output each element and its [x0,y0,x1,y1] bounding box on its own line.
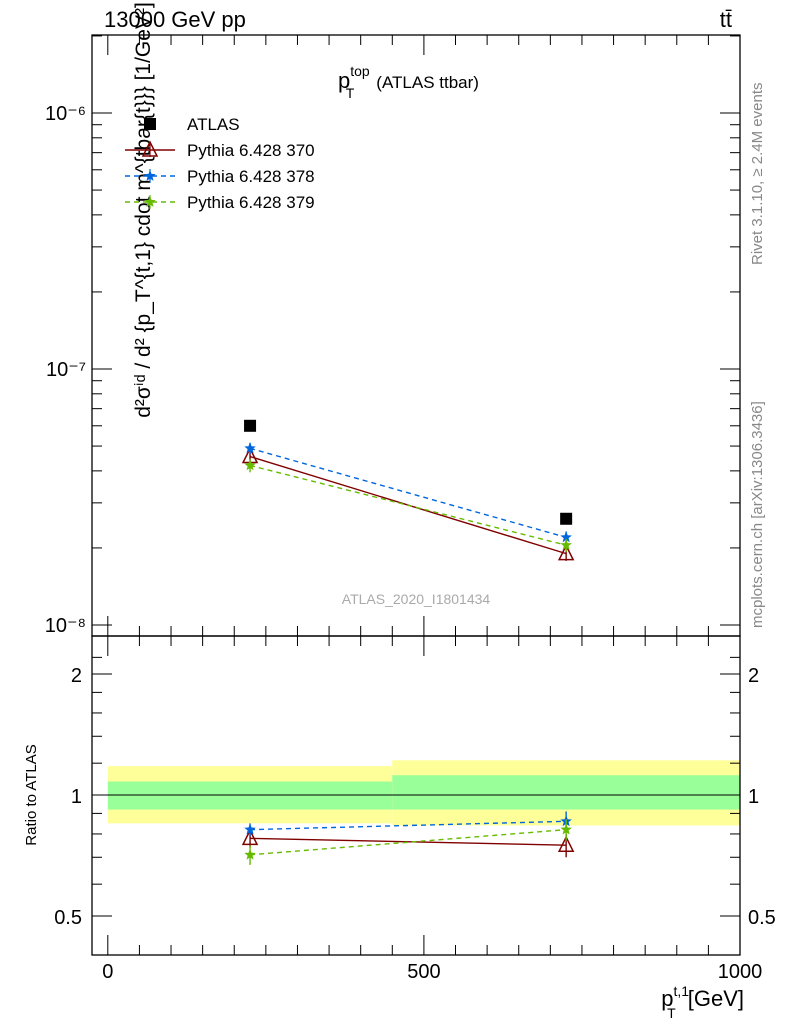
ratio-point-2-1 [560,823,572,835]
main-point-0-1 [560,512,573,525]
ratio-ytick-label: 0.5 [54,907,82,929]
ratio-ytick-label: 1 [71,786,82,808]
ratio-point-1-0 [244,823,256,835]
xtick-label: 500 [407,961,440,983]
legend-marker-1 [141,140,159,157]
legend-label-1: Pythia 6.428 370 [187,141,315,160]
ratio-line-1 [250,820,567,831]
main-series [241,419,575,561]
ratio-ytick-label: 2 [71,665,82,687]
main-point-3-1 [560,539,572,550]
xtick-label: 0 [102,961,113,983]
x-axis-label: pt,1 T [GeV] [661,983,744,1021]
main-point-1-1 [557,543,575,561]
main-ylabel: d²σⁱᵈ / d² {p_T^{t,1} cdot m^{tbar{t}}} … [132,2,155,418]
ratio-ytick-label-right: 2 [748,665,759,687]
ratio-bands [92,760,740,826]
main-ytick-label: 10⁻⁷ [46,359,86,381]
ratio-point-0-1 [557,835,575,852]
legend-label-0: ATLAS [187,115,240,134]
main-point-0-0 [244,419,257,432]
axes: 10⁻⁸ 10⁻⁷ 10⁻⁶ 0.5 0.5 1 1 2 2 0 500 1000 [45,34,776,983]
ratio-ytick-label-right: 0.5 [748,907,776,929]
main-point-2-1 [560,531,572,543]
ratio-point-2-0 [244,848,256,860]
process-label: tt̄ [720,7,732,32]
energy-label: 13000 GeV pp [104,7,246,32]
ratio-line-0 [250,837,567,846]
legend-marker-3 [144,196,156,207]
ratio-series [241,811,575,865]
ratio-ylabel: Ratio to ATLAS [23,744,40,845]
main-line-3 [249,464,567,546]
main-point-3-0 [244,459,256,471]
ratio-ytick-label-right: 1 [748,786,759,808]
main-line-2 [249,447,567,539]
mcplots-label: mcplots.cern.ch [arXiv:1306.3436] [749,401,766,628]
legend-label-3: Pythia 6.428 379 [187,193,315,212]
rivet-label: Rivet 3.1.10, ≥ 2.4M events [749,83,766,266]
main-ytick-label: 10⁻⁸ [45,615,86,637]
legend-label-2: Pythia 6.428 378 [187,167,315,186]
legend-marker-0 [144,118,156,130]
xtick-label: 1000 [718,961,763,983]
ratio-point-0-0 [241,828,259,846]
ratio-line-2 [249,828,567,856]
main-point-2-0 [244,442,256,454]
main-ytick-label: 10⁻⁶ [45,103,86,125]
analysis-label: ATLAS_2020_I1801434 [342,591,491,607]
band-inner-1 [392,775,740,810]
legend-marker-2 [144,170,156,181]
main-title: ptop T(ATLAS ttbar) [338,63,479,101]
legend: ATLAS Pythia 6.428 370 Pythia 6.428 378 Pyt… [125,115,315,212]
band-inner-0 [107,781,393,810]
